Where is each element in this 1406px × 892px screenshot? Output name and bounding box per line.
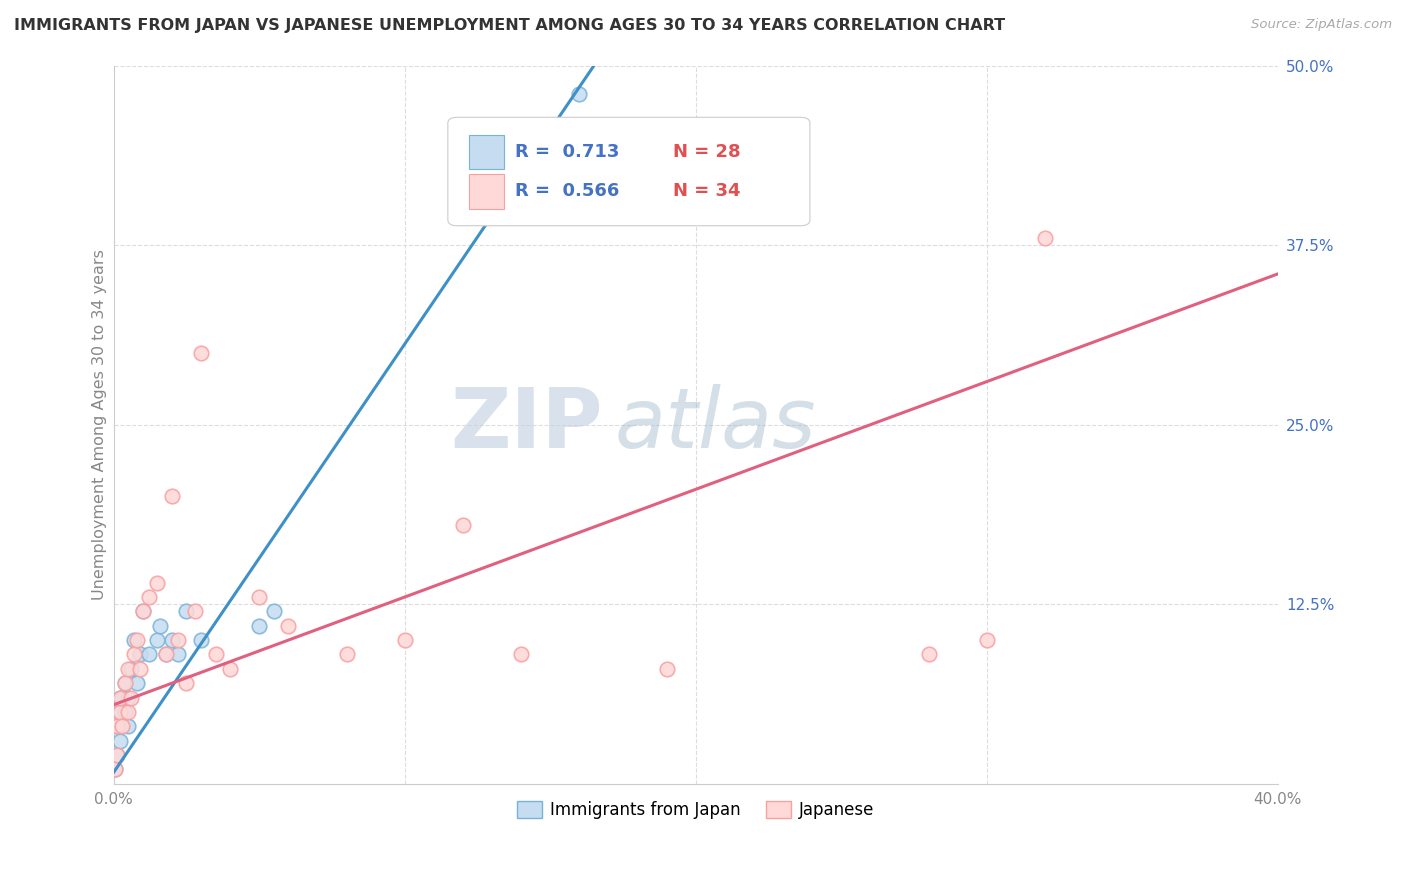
Point: [120, 690, 142, 705]
Point: [108, 733, 131, 747]
Point: [114, 676, 136, 690]
Point: [138, 590, 160, 604]
FancyBboxPatch shape: [449, 118, 810, 226]
Point: [146, 633, 169, 648]
Text: Source: ZipAtlas.com: Source: ZipAtlas.com: [1251, 18, 1392, 31]
Point: [510, 648, 533, 662]
Point: [132, 604, 155, 618]
Point: [204, 648, 226, 662]
Point: [166, 648, 188, 662]
Point: [176, 604, 198, 618]
Point: [108, 705, 131, 719]
Point: [976, 633, 998, 648]
Point: [117, 719, 139, 733]
Point: [129, 648, 152, 662]
Point: [655, 662, 678, 676]
Point: [105, 719, 128, 733]
Point: [176, 676, 198, 690]
Point: [105, 747, 128, 762]
Point: [111, 719, 134, 733]
Point: [104, 763, 127, 777]
Point: [149, 619, 172, 633]
Point: [125, 676, 148, 690]
Y-axis label: Unemployment Among Ages 30 to 34 years: Unemployment Among Ages 30 to 34 years: [93, 249, 107, 600]
Point: [108, 705, 131, 719]
Point: [155, 648, 177, 662]
Point: [568, 87, 591, 102]
Point: [114, 676, 136, 690]
Text: R =  0.713: R = 0.713: [516, 143, 620, 161]
FancyBboxPatch shape: [468, 174, 503, 209]
Legend: Immigrants from Japan, Japanese: Immigrants from Japan, Japanese: [510, 794, 882, 826]
Point: [108, 690, 131, 705]
Point: [247, 590, 270, 604]
Point: [117, 662, 139, 676]
Text: N = 28: N = 28: [672, 143, 740, 161]
Point: [132, 604, 155, 618]
Point: [138, 648, 160, 662]
Point: [219, 662, 242, 676]
Point: [277, 619, 299, 633]
Point: [111, 719, 134, 733]
FancyBboxPatch shape: [468, 135, 503, 169]
Text: ZIP: ZIP: [450, 384, 603, 465]
Point: [335, 648, 357, 662]
Point: [105, 747, 128, 762]
Point: [111, 690, 134, 705]
Point: [105, 719, 128, 733]
Point: [160, 633, 183, 648]
Point: [117, 705, 139, 719]
Point: [129, 662, 152, 676]
Point: [451, 518, 474, 533]
Point: [122, 648, 145, 662]
Point: [117, 690, 139, 705]
Point: [160, 490, 183, 504]
Point: [1033, 231, 1056, 245]
Point: [122, 633, 145, 648]
Point: [394, 633, 416, 648]
Text: IMMIGRANTS FROM JAPAN VS JAPANESE UNEMPLOYMENT AMONG AGES 30 TO 34 YEARS CORRELA: IMMIGRANTS FROM JAPAN VS JAPANESE UNEMPL…: [14, 18, 1005, 33]
Point: [190, 633, 212, 648]
Point: [247, 619, 270, 633]
Point: [125, 633, 148, 648]
Point: [108, 690, 131, 705]
Point: [104, 763, 127, 777]
Point: [120, 662, 142, 676]
Point: [146, 575, 169, 590]
Point: [263, 604, 285, 618]
Text: atlas: atlas: [614, 384, 815, 465]
Text: N = 34: N = 34: [672, 182, 740, 201]
Point: [155, 648, 177, 662]
Point: [184, 604, 207, 618]
Point: [918, 648, 941, 662]
Point: [114, 705, 136, 719]
Point: [190, 346, 212, 360]
Text: R =  0.566: R = 0.566: [516, 182, 620, 201]
Point: [166, 633, 188, 648]
